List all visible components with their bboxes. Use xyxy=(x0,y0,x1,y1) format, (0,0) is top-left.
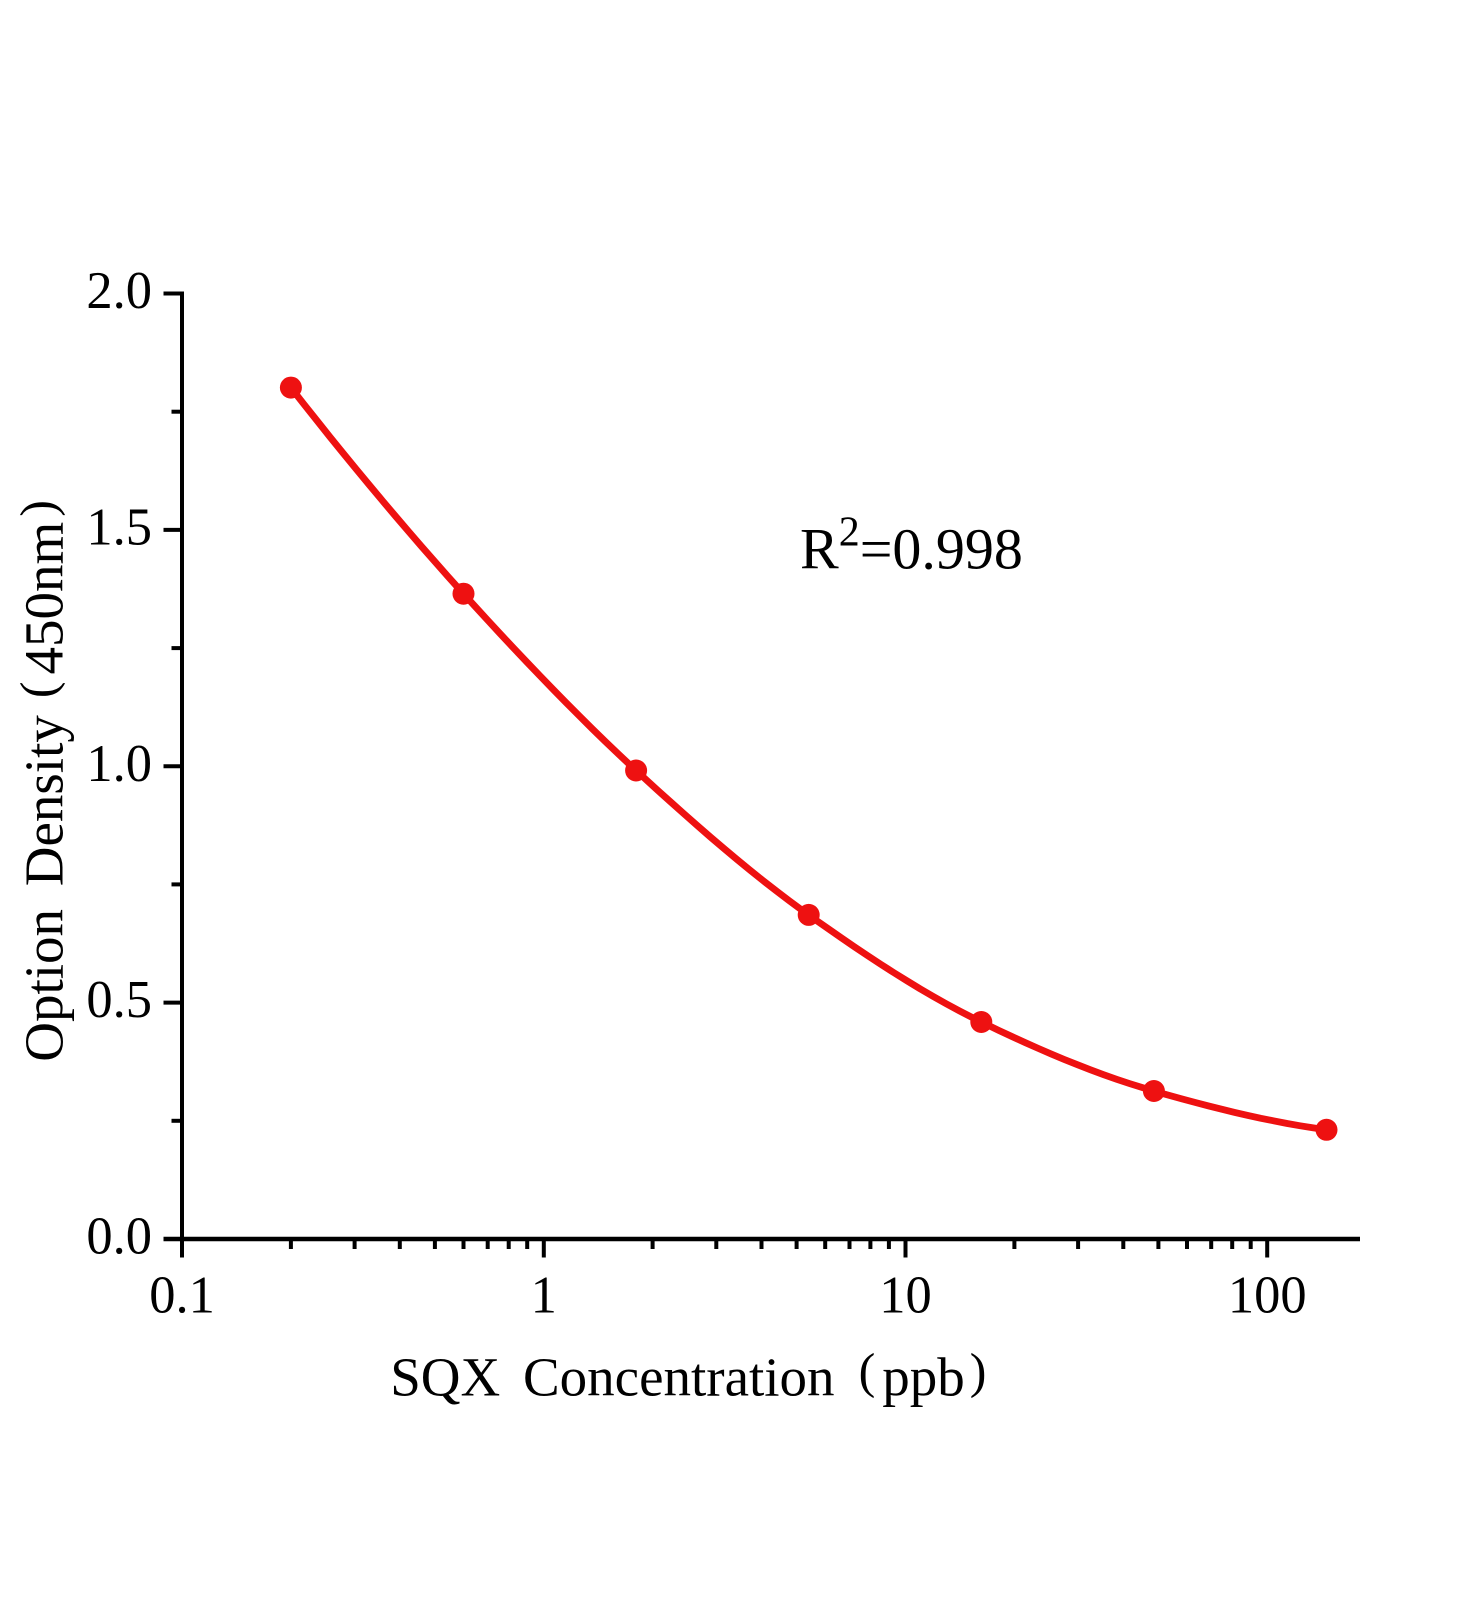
svg-text:0.0: 0.0 xyxy=(86,1208,152,1266)
svg-text:1.5: 1.5 xyxy=(86,498,152,556)
svg-text:2.0: 2.0 xyxy=(86,262,152,320)
svg-text:10: 10 xyxy=(879,1267,932,1325)
svg-text:100: 100 xyxy=(1228,1267,1307,1325)
svg-text:R2=0.998: R2=0.998 xyxy=(800,510,1023,582)
svg-text:SQX Concentration(ppb): SQX Concentration(ppb) xyxy=(390,1343,986,1408)
svg-text:1: 1 xyxy=(531,1267,557,1325)
svg-text:0.1: 0.1 xyxy=(149,1267,215,1325)
svg-text:1.0: 1.0 xyxy=(86,735,152,793)
svg-text:0.5: 0.5 xyxy=(86,971,152,1029)
svg-text:Option Density(450nm): Option Density(450nm) xyxy=(10,500,75,1062)
